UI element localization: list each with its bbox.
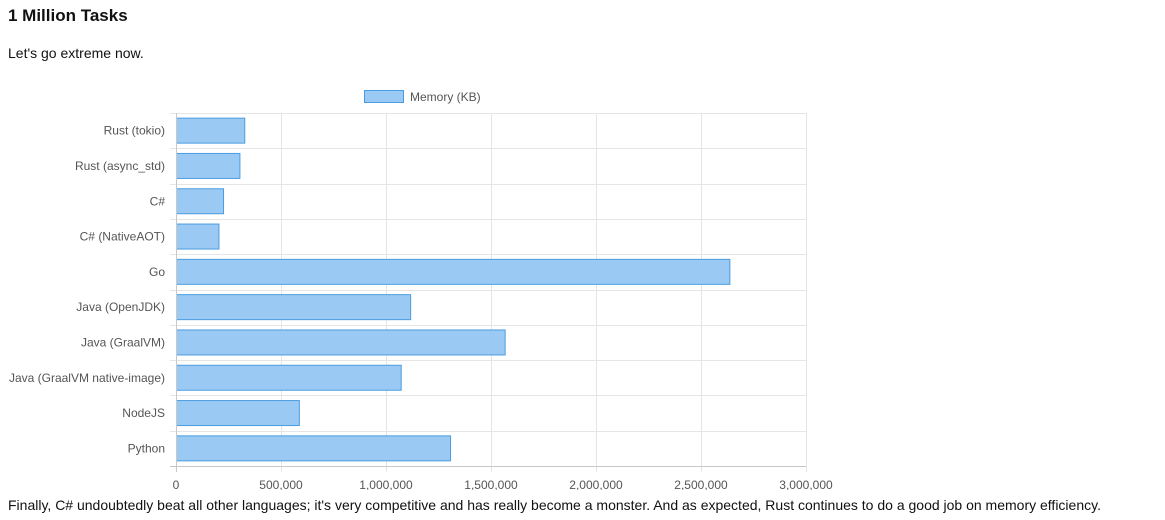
category-label: Rust (tokio) <box>104 124 165 138</box>
bar <box>176 188 225 215</box>
memory-bar-chart: Rust (tokio) Rust (async_std) C# C# (Native… <box>9 90 833 490</box>
category-label: NodeJS <box>122 406 165 420</box>
category-label: Go <box>149 265 165 279</box>
bar <box>176 364 402 391</box>
bar <box>176 258 731 285</box>
x-tick-label: 2,500,000 <box>674 478 728 490</box>
bar <box>176 152 241 179</box>
conclusion-paragraph: Finally, C# undoubtedly beat all other l… <box>8 497 1101 513</box>
x-tick-label: 1,500,000 <box>464 478 518 490</box>
category-label: Java (OpenJDK) <box>76 300 165 314</box>
x-tick-label: 500,000 <box>259 478 303 490</box>
x-tick-label: 0 <box>173 478 180 490</box>
bar <box>176 223 220 250</box>
bar <box>176 294 412 321</box>
category-label: Java (GraalVM native-image) <box>9 371 165 385</box>
intro-paragraph: Let's go extreme now. <box>8 45 144 61</box>
bar <box>176 329 506 356</box>
bar <box>176 435 452 462</box>
section-heading: 1 Million Tasks <box>8 6 128 25</box>
bar <box>176 400 300 427</box>
x-tick-label: 2,000,000 <box>569 478 623 490</box>
x-tick-label: 1,000,000 <box>359 478 413 490</box>
category-label: C# <box>150 194 166 208</box>
bar <box>176 117 246 144</box>
x-tick-label: 3,000,000 <box>779 478 833 490</box>
category-label: Rust (async_std) <box>75 159 165 173</box>
category-label: Python <box>128 441 165 455</box>
category-label: C# (NativeAOT) <box>80 230 165 244</box>
legend-swatch <box>364 90 404 103</box>
legend-label: Memory (KB) <box>410 90 481 104</box>
category-label: Java (GraalVM) <box>81 335 165 349</box>
